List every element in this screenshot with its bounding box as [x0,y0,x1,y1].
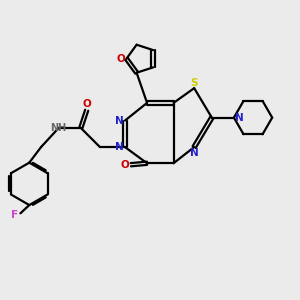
Text: O: O [116,54,125,64]
Text: O: O [82,99,91,110]
Text: O: O [121,160,129,170]
Text: N: N [236,112,244,123]
Text: N: N [115,142,124,152]
Text: N: N [190,148,199,158]
Text: NH: NH [51,123,67,133]
Text: F: F [11,210,18,220]
Text: S: S [190,78,198,88]
Text: N: N [115,116,124,126]
